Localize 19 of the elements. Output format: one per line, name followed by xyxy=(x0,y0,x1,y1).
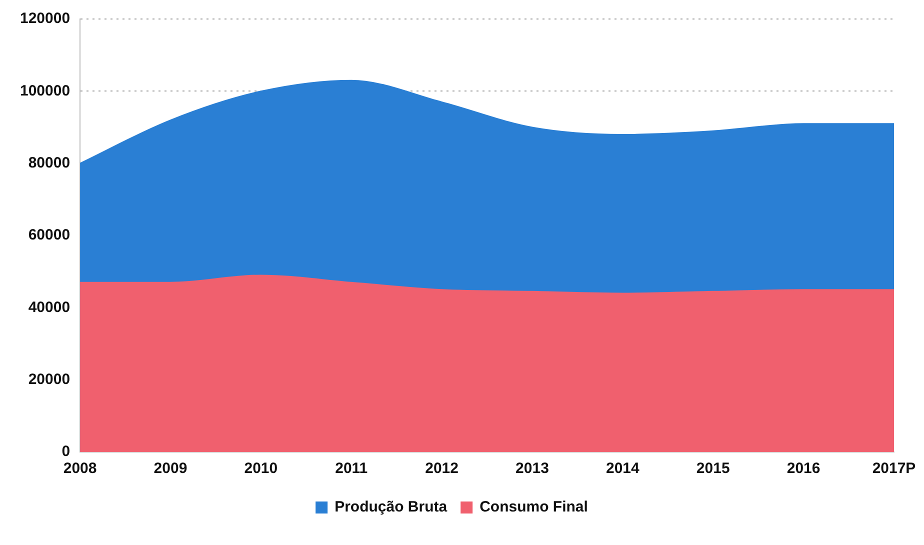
legend-label: Produção Bruta xyxy=(334,498,448,516)
y-tick-label: 0 xyxy=(62,443,70,460)
y-tick-label: 120000 xyxy=(20,10,70,28)
x-tick-label: 2015 xyxy=(696,460,730,478)
y-tick-label: 80000 xyxy=(28,154,70,172)
y-tick-label: 60000 xyxy=(28,226,70,244)
x-tick-label: 2014 xyxy=(606,460,640,478)
x-tick-label: 2010 xyxy=(244,460,278,478)
y-tick-label: 100000 xyxy=(20,82,70,100)
x-tick-label: 2011 xyxy=(335,460,368,478)
x-tick-label: 2012 xyxy=(425,460,458,478)
x-tick-label: 2009 xyxy=(154,460,188,478)
x-tick-label: 2017P xyxy=(872,460,916,478)
x-tick-label: 2008 xyxy=(63,460,97,478)
legend-label: Consumo Final xyxy=(480,498,588,516)
y-tick-label: 20000 xyxy=(28,370,70,388)
x-tick-label: 2013 xyxy=(516,460,549,478)
y-tick-label: 40000 xyxy=(28,298,70,316)
x-tick-label: 2016 xyxy=(786,460,820,478)
